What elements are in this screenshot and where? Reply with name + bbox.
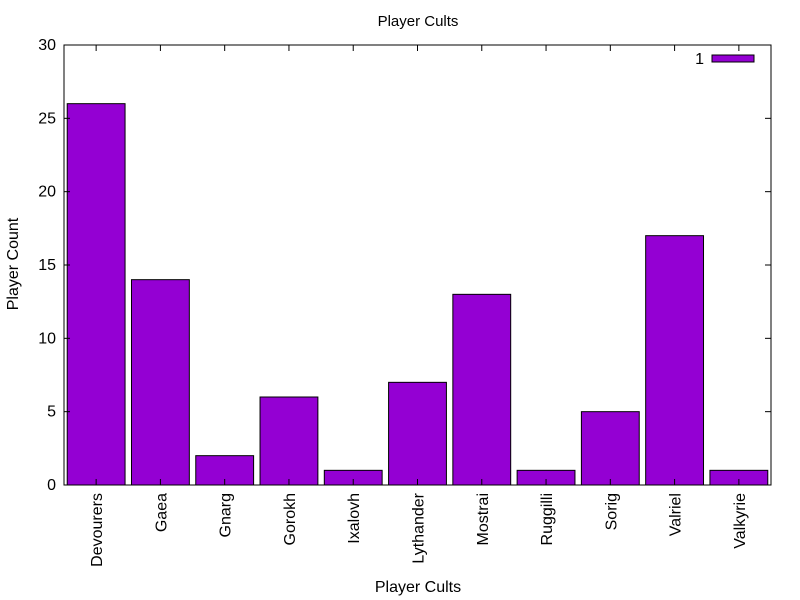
x-axis: Devourers Gaea Gnarg Gorokh Ixalovh Lythander…	[89, 45, 749, 567]
bar	[66, 103, 126, 486]
y-axis: 0 5 10 15 20 25 30	[38, 37, 771, 494]
legend: 1	[695, 51, 755, 68]
y-tick-label: 10	[38, 330, 56, 347]
x-axis-title: Player Cults	[375, 579, 461, 596]
bar	[645, 235, 705, 486]
bars-group	[66, 103, 769, 486]
x-tick-label: Lythander	[411, 492, 428, 563]
x-tick-label: Valkyrie	[732, 493, 749, 549]
chart-title: Player Cults	[378, 13, 459, 30]
y-tick-label: 20	[38, 184, 56, 201]
x-tick-label: Ruggilli	[539, 493, 556, 545]
y-tick-label: 15	[38, 257, 56, 274]
x-tick-label: Devourers	[89, 493, 106, 567]
legend-label: 1	[695, 51, 704, 68]
bar	[130, 279, 190, 486]
x-tick-label: Gnarg	[218, 493, 235, 537]
x-tick-label: Gaea	[153, 493, 170, 532]
x-tick-label: Mostrai	[475, 493, 492, 545]
x-tick-label: Gorokh	[282, 493, 299, 545]
bar	[259, 396, 319, 486]
x-tick-label: Ixalovh	[346, 493, 363, 544]
x-tick-label: Sorig	[603, 493, 620, 530]
y-tick-label: 0	[47, 477, 56, 494]
y-axis-title: Player Count	[5, 217, 22, 310]
bar	[388, 381, 447, 486]
x-tick-label: Valriel	[668, 493, 685, 536]
bar	[452, 293, 512, 486]
y-tick-label: 25	[38, 110, 56, 127]
legend-swatch	[711, 54, 755, 63]
y-tick-label: 5	[47, 404, 56, 421]
y-tick-label: 30	[38, 37, 56, 54]
bar	[580, 411, 640, 486]
